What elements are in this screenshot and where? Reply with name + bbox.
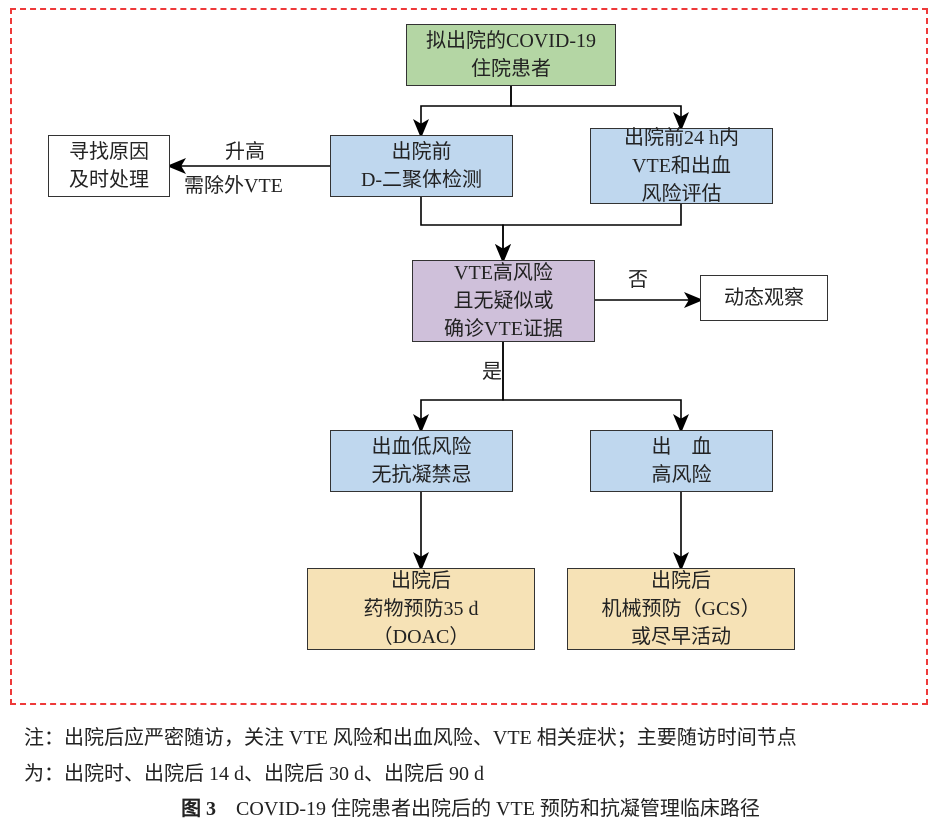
caption-line-1: 注：出院后应严密随访，关注 VTE 风险和出血风险、VTE 相关症状；主要随访时… [24, 720, 797, 756]
node-text-line: 确诊VTE证据 [444, 315, 563, 343]
caption-note-body-1: 出院后应严密随访，关注 VTE 风险和出血风险、VTE 相关症状；主要随访时间节… [64, 727, 797, 749]
figure-title: 图 3 COVID-19 住院患者出院后的 VTE 预防和抗凝管理临床路径 [0, 792, 941, 821]
node-text-line: 动态观察 [724, 284, 804, 312]
caption-note-body-2: 为：出院时、出院后 14 d、出院后 30 d、出院后 90 d [24, 763, 484, 785]
node-text-line: VTE高风险 [454, 259, 553, 287]
flowchart-node-n5: VTE高风险且无疑似或确诊VTE证据 [412, 260, 595, 342]
flowchart-node-n8: 出 血高风险 [590, 430, 773, 492]
flowchart-node-n7: 出血低风险无抗凝禁忌 [330, 430, 513, 492]
edge-label-l_up: 升高 [225, 138, 265, 166]
node-text-line: 出院后 [651, 567, 711, 595]
edge-label-l_no: 否 [628, 266, 648, 294]
node-text-line: 药物预防35 d [364, 595, 479, 623]
flowchart-node-n4: 寻找原因及时处理 [48, 135, 170, 197]
node-text-line: 出 血 [652, 433, 712, 461]
node-text-line: 高风险 [652, 461, 712, 489]
node-text-line: 出院前24 h内 [624, 124, 739, 152]
node-text-line: 及时处理 [69, 166, 149, 194]
node-text-line: 拟出院的COVID-19 [426, 27, 596, 55]
flowchart-node-n3: 出院前24 h内VTE和出血风险评估 [590, 128, 773, 204]
node-text-line: 且无疑似或 [454, 287, 554, 315]
figure-title-text: COVID-19 住院患者出院后的 VTE 预防和抗凝管理临床路径 [216, 798, 760, 820]
node-text-line: 出血低风险 [372, 433, 472, 461]
node-text-line: D-二聚体检测 [361, 166, 482, 194]
edge-label-l_exc: 需除外VTE [184, 172, 283, 200]
flowchart-node-n10: 出院后机械预防（GCS）或尽早活动 [567, 568, 795, 650]
node-text-line: VTE和出血 [632, 152, 731, 180]
node-text-line: 机械预防（GCS） [602, 595, 761, 623]
node-text-line: （DOAC） [373, 623, 470, 651]
flowchart-node-n9: 出院后药物预防35 d（DOAC） [307, 568, 535, 650]
flowchart-node-n2: 出院前D-二聚体检测 [330, 135, 513, 197]
node-text-line: 住院患者 [471, 55, 551, 83]
node-text-line: 出院后 [391, 567, 451, 595]
caption-line-2: 为：出院时、出院后 14 d、出院后 30 d、出院后 90 d [24, 756, 484, 792]
node-text-line: 无抗凝禁忌 [372, 461, 472, 489]
node-text-line: 风险评估 [642, 180, 722, 208]
node-text-line: 或尽早活动 [631, 623, 731, 651]
flowchart-node-n1: 拟出院的COVID-19住院患者 [406, 24, 616, 86]
flowchart-node-n6: 动态观察 [700, 275, 828, 321]
node-text-line: 出院前 [392, 138, 452, 166]
figure-number: 图 3 [181, 798, 216, 820]
caption-note-label: 注： [24, 727, 64, 749]
node-text-line: 寻找原因 [69, 138, 149, 166]
edge-label-l_yes: 是 [482, 358, 502, 386]
